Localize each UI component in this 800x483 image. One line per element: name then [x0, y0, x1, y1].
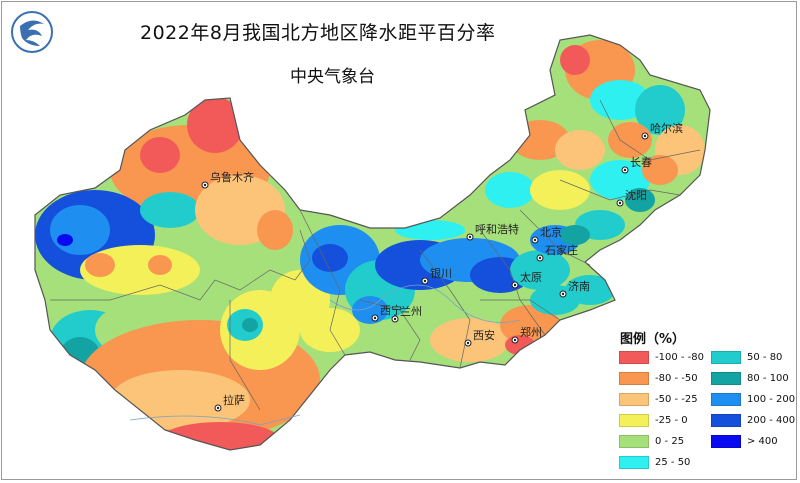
city-marker: 银川 [421, 266, 452, 285]
city-label: 石家庄 [545, 243, 578, 257]
legend-label: > 400 [747, 436, 778, 447]
legend-swatch [619, 372, 649, 385]
city-label: 太原 [520, 271, 542, 284]
city-marker: 西宁 [371, 303, 402, 322]
city-marker: 拉萨 [214, 393, 245, 412]
city-marker: 兰州 [391, 305, 422, 323]
legend-item: -80 - -50 [619, 372, 709, 386]
city-label: 银川 [430, 266, 452, 280]
city-marker: 乌鲁木齐 [201, 170, 254, 189]
legend-swatch [711, 351, 741, 364]
legend-swatch [711, 414, 741, 427]
city-marker: 西安 [464, 328, 495, 347]
legend-item: > 400 [711, 435, 800, 449]
city-marker: 济南 [559, 279, 590, 298]
city-label: 西安 [473, 328, 495, 342]
city-label: 郑州 [520, 325, 542, 339]
legend-label: -50 - -25 [655, 394, 698, 405]
legend-item: 25 - 50 [619, 456, 709, 470]
map-title: 2022年8月我国北方地区降水距平百分率 [140, 22, 496, 44]
legend-label: -25 - 0 [655, 415, 688, 426]
legend-swatch [619, 351, 649, 364]
legend-item: 100 - 200 [711, 393, 800, 407]
legend-swatch [619, 414, 649, 427]
city-label: 长春 [630, 156, 652, 169]
legend-swatch [619, 435, 649, 448]
legend-label: 80 - 100 [747, 373, 789, 384]
legend-label: 0 - 25 [655, 436, 685, 447]
city-marker: 北京 [531, 225, 562, 244]
legend-label: 200 - 400 [747, 415, 796, 426]
legend-label: 25 - 50 [655, 457, 691, 468]
legend-swatch [619, 456, 649, 469]
city-marker: 沈阳 [616, 188, 647, 207]
city-marker: 太原 [511, 271, 542, 289]
legend-item: -50 - -25 [619, 393, 709, 407]
legend-item: 80 - 100 [711, 372, 800, 386]
legend-label: 50 - 80 [747, 352, 783, 363]
legend-item: -100 - -80 [619, 351, 709, 365]
city-marker: 哈尔滨 [641, 121, 683, 140]
city-label: 拉萨 [223, 393, 245, 407]
legend-item: 0 - 25 [619, 435, 709, 449]
city-label: 济南 [568, 279, 590, 293]
legend-item: 50 - 80 [711, 351, 800, 365]
map-subtitle: 中央气象台 [290, 67, 375, 87]
city-label: 兰州 [400, 305, 422, 318]
city-marker: 郑州 [511, 325, 542, 344]
city-label: 乌鲁木齐 [210, 170, 254, 184]
city-marker: 长春 [621, 156, 652, 174]
city-label: 沈阳 [625, 188, 647, 202]
city-label: 西宁 [380, 303, 402, 317]
legend-title: 图例（%） [620, 332, 686, 347]
legend-item: -25 - 0 [619, 414, 709, 428]
city-marker: 呼和浩特 [466, 222, 519, 241]
legend-item: 200 - 400 [711, 414, 800, 428]
cma-logo-icon [11, 11, 53, 53]
city-label: 北京 [540, 225, 562, 239]
rivers [129, 284, 521, 426]
city-marker: 石家庄 [536, 243, 578, 262]
legend-label: -100 - -80 [655, 352, 704, 363]
city-label: 哈尔滨 [650, 121, 683, 135]
legend-label: 100 - 200 [747, 394, 796, 405]
legend-swatch [619, 393, 649, 406]
legend-swatch [711, 393, 741, 406]
province-borders [50, 99, 701, 411]
city-label: 呼和浩特 [475, 222, 519, 236]
legend-label: -80 - -50 [655, 373, 698, 384]
legend-swatch [711, 372, 741, 385]
legend-swatch [711, 435, 741, 448]
